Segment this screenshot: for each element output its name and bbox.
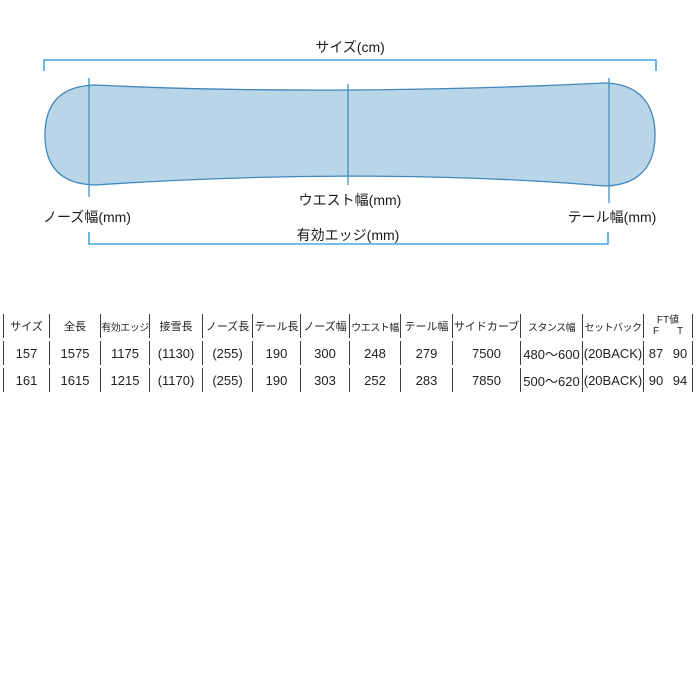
ft-title: FT値 <box>656 315 680 326</box>
ft-f-value: 90 <box>648 372 664 388</box>
ft-t-label: T <box>676 326 684 337</box>
spec-value: 190 <box>252 368 300 392</box>
effective-edge-bracket <box>88 232 609 245</box>
spec-value: 248 <box>349 341 400 365</box>
spec-value: (255) <box>202 368 252 392</box>
size-bracket <box>43 59 657 71</box>
ft-f-value: 87 <box>648 345 664 361</box>
nose-width-label: ノーズ幅(mm) <box>43 209 131 225</box>
spec-value: 500〜620 <box>520 368 582 392</box>
spec-value: 157 <box>3 341 49 365</box>
col-header-ft: FT値 F T <box>643 314 693 338</box>
spec-value: (1170) <box>149 368 202 392</box>
col-header-tail-length: テール長 <box>252 314 300 338</box>
col-header-contact-length: 接雪長 <box>149 314 202 338</box>
spec-value: 303 <box>300 368 349 392</box>
col-header-setback: セットバック <box>582 314 643 338</box>
spec-value: 300 <box>300 341 349 365</box>
spec-value: 1575 <box>49 341 100 365</box>
spec-value: 7850 <box>452 368 520 392</box>
col-header-nose-length: ノーズ長 <box>202 314 252 338</box>
spec-value: 480〜600 <box>520 341 582 365</box>
spec-value: 1215 <box>100 368 149 392</box>
spec-value: (20BACK) <box>582 368 643 392</box>
spec-row-157: 157 1575 1175 (1130) (255) 190 300 248 2… <box>3 341 693 365</box>
col-header-waist-width: ウエスト幅 <box>349 314 400 338</box>
spec-value-ft: 87 90 <box>643 341 693 365</box>
spec-row-161: 161 1615 1215 (1170) (255) 190 303 252 2… <box>3 368 693 392</box>
spec-value: 7500 <box>452 341 520 365</box>
spec-value: 279 <box>400 341 452 365</box>
spec-value: 283 <box>400 368 452 392</box>
spec-value: 161 <box>3 368 49 392</box>
snowboard-shape <box>44 82 656 187</box>
col-header-tail-width: テール幅 <box>400 314 452 338</box>
spec-value: 1175 <box>100 341 149 365</box>
spec-value: 252 <box>349 368 400 392</box>
spec-value-ft: 90 94 <box>643 368 693 392</box>
tail-width-label: テール幅(mm) <box>568 209 657 225</box>
effective-edge-label: 有効エッジ(mm) <box>297 227 400 243</box>
spec-value: (20BACK) <box>582 341 643 365</box>
ft-f-label: F <box>652 326 660 337</box>
spec-table: サイズ 全長 有効エッジ 接雪長 ノーズ長 テール長 ノーズ幅 ウエスト幅 テー… <box>3 311 693 395</box>
col-header-stance-width: スタンス幅 <box>520 314 582 338</box>
col-header-sidecurve: サイドカーブ <box>452 314 520 338</box>
waist-width-label: ウエスト幅(mm) <box>299 192 402 208</box>
col-header-size: サイズ <box>3 314 49 338</box>
spec-value: (1130) <box>149 341 202 365</box>
spec-value: 1615 <box>49 368 100 392</box>
ft-t-value: 94 <box>672 372 688 388</box>
ft-t-value: 90 <box>672 345 688 361</box>
spec-value: (255) <box>202 341 252 365</box>
col-header-total-length: 全長 <box>49 314 100 338</box>
snowboard-dimension-diagram: サイズ(cm) ウエスト幅(mm) ノーズ幅(mm) テール幅(mm) 有効エッ… <box>43 39 657 245</box>
spec-header-row: サイズ 全長 有効エッジ 接雪長 ノーズ長 テール長 ノーズ幅 ウエスト幅 テー… <box>3 314 693 338</box>
size-cm-label: サイズ(cm) <box>315 39 385 55</box>
col-header-effective-edge: 有効エッジ <box>100 314 149 338</box>
col-header-nose-width: ノーズ幅 <box>300 314 349 338</box>
spec-value: 190 <box>252 341 300 365</box>
